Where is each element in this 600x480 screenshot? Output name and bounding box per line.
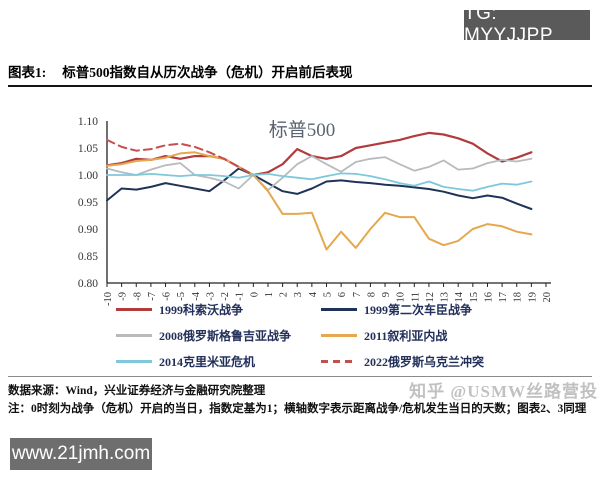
x-tick-label: -9 [118,292,129,301]
figure-title: 标普500指数自从历次战争（危机）开启前后表现 [62,65,353,80]
x-tick-label: 12 [425,292,436,303]
legend: 1999科索沃战争 1999第二次车臣战争 2008俄罗斯格鲁吉亚战争 2011叙利亚… [0,301,600,370]
legend-label: 1999第二次车臣战争 [364,303,473,317]
legend-label: 2014克里米亚危机 [158,355,255,369]
y-tick-label: 0.80 [78,278,98,290]
x-tick-label: -4 [191,291,202,300]
sp500-line-chart: 1.101.051.000.950.900.850.80-10 -9 -8 -7 -6-… [78,116,553,306]
chart-note: 注：0时刻为战争（危机）开启的当日，指数定基为1；横轴数字表示距离战争/危机发生… [8,403,587,416]
legend-label: 1999科索沃战争 [158,303,243,317]
x-tick-label: 13 [440,292,451,303]
x-tick-label: 11 [410,292,421,302]
x-tick-label: -8 [132,292,143,301]
legend-swatch-icon [115,360,152,363]
chart-title: 标普500 [269,119,336,141]
x-tick-label: 5 [323,292,334,297]
x-tick-label: -7 [147,292,158,301]
figure-number-label: 图表1: [8,65,47,80]
legend-item-2: 2008俄罗斯格鲁吉亚战争 [115,327,291,344]
site-url-badge: www.21jmh.com [10,438,152,470]
legend-swatch-icon [321,360,357,363]
x-tick-label: 6 [337,292,348,297]
legend-item-5: 2022俄罗斯乌克兰冲突 [321,353,484,370]
legend-swatch-icon [321,308,357,311]
series-line-4 [106,172,533,192]
x-tick-label: 8 [366,292,377,297]
x-tick-label: 7 [352,292,363,297]
series-line-0 [105,131,533,177]
x-tick-label: -2 [220,292,231,301]
legend-item-3: 2011叙利亚内战 [321,327,484,344]
x-tick-label: -1 [235,292,246,301]
x-tick-label: 16 [483,292,494,303]
y-tick-label: 1.05 [78,143,98,155]
x-tick-label: 15 [469,292,480,303]
figure-footer: 数据来源：Wind，兴业证券经济与金融研究院整理 注：0时刻为战争（危机）开启的… [8,376,592,419]
x-tick-label: 3 [293,292,304,297]
data-source-note: 数据来源：Wind，兴业证券经济与金融研究院整理 [8,385,266,397]
series-line-5 [106,138,255,176]
legend-swatch-icon [115,308,152,311]
legend-item-1: 1999第二次车臣战争 [321,301,484,318]
x-tick-label: -3 [205,292,216,301]
legend-label: 2022俄罗斯乌克兰冲突 [364,355,485,369]
series-line-3 [106,151,533,251]
legend-item-4: 2014克里米亚危机 [115,353,291,370]
x-tick-label: -5 [176,292,187,301]
x-tick-label: 10 [396,292,407,303]
y-tick-label: 0.95 [78,197,98,209]
legend-item-0: 1999科索沃战争 [115,301,291,318]
x-tick-label: 18 [513,292,524,303]
legend-swatch-icon [321,334,357,337]
x-tick-label: 19 [527,292,538,303]
x-tick-label: 1 [264,292,275,297]
y-tick-label: 1.00 [78,170,98,182]
series-line-1 [106,167,533,210]
y-tick-label: 0.90 [78,224,98,236]
figure-header: 图表1: 标普500指数自从历次战争（危机）开启前后表现 [8,61,592,87]
site-url-label: www.21jmh.com [11,443,151,464]
legend-label: 2008俄罗斯格鲁吉亚战争 [158,329,291,343]
x-tick-label: 4 [308,291,319,297]
legend-label: 2011叙利亚内战 [364,329,448,343]
tg-contact-label: TG: MYYJJPP [464,3,554,46]
tg-contact-badge: TG: MYYJJPP [464,3,590,46]
x-tick-label: 0 [249,292,260,297]
x-tick-label: 20 [542,292,553,303]
x-tick-label: 14 [454,291,465,302]
legend-swatch-icon [115,334,152,337]
y-tick-label: 0.85 [78,251,98,263]
series-line-2 [106,155,533,191]
y-tick-label: 1.10 [78,116,98,128]
x-tick-label: 9 [381,292,392,297]
x-tick-label: -10 [103,292,114,306]
x-tick-label: 17 [498,292,509,303]
x-tick-label: 2 [279,292,290,297]
x-tick-label: -6 [162,292,173,301]
